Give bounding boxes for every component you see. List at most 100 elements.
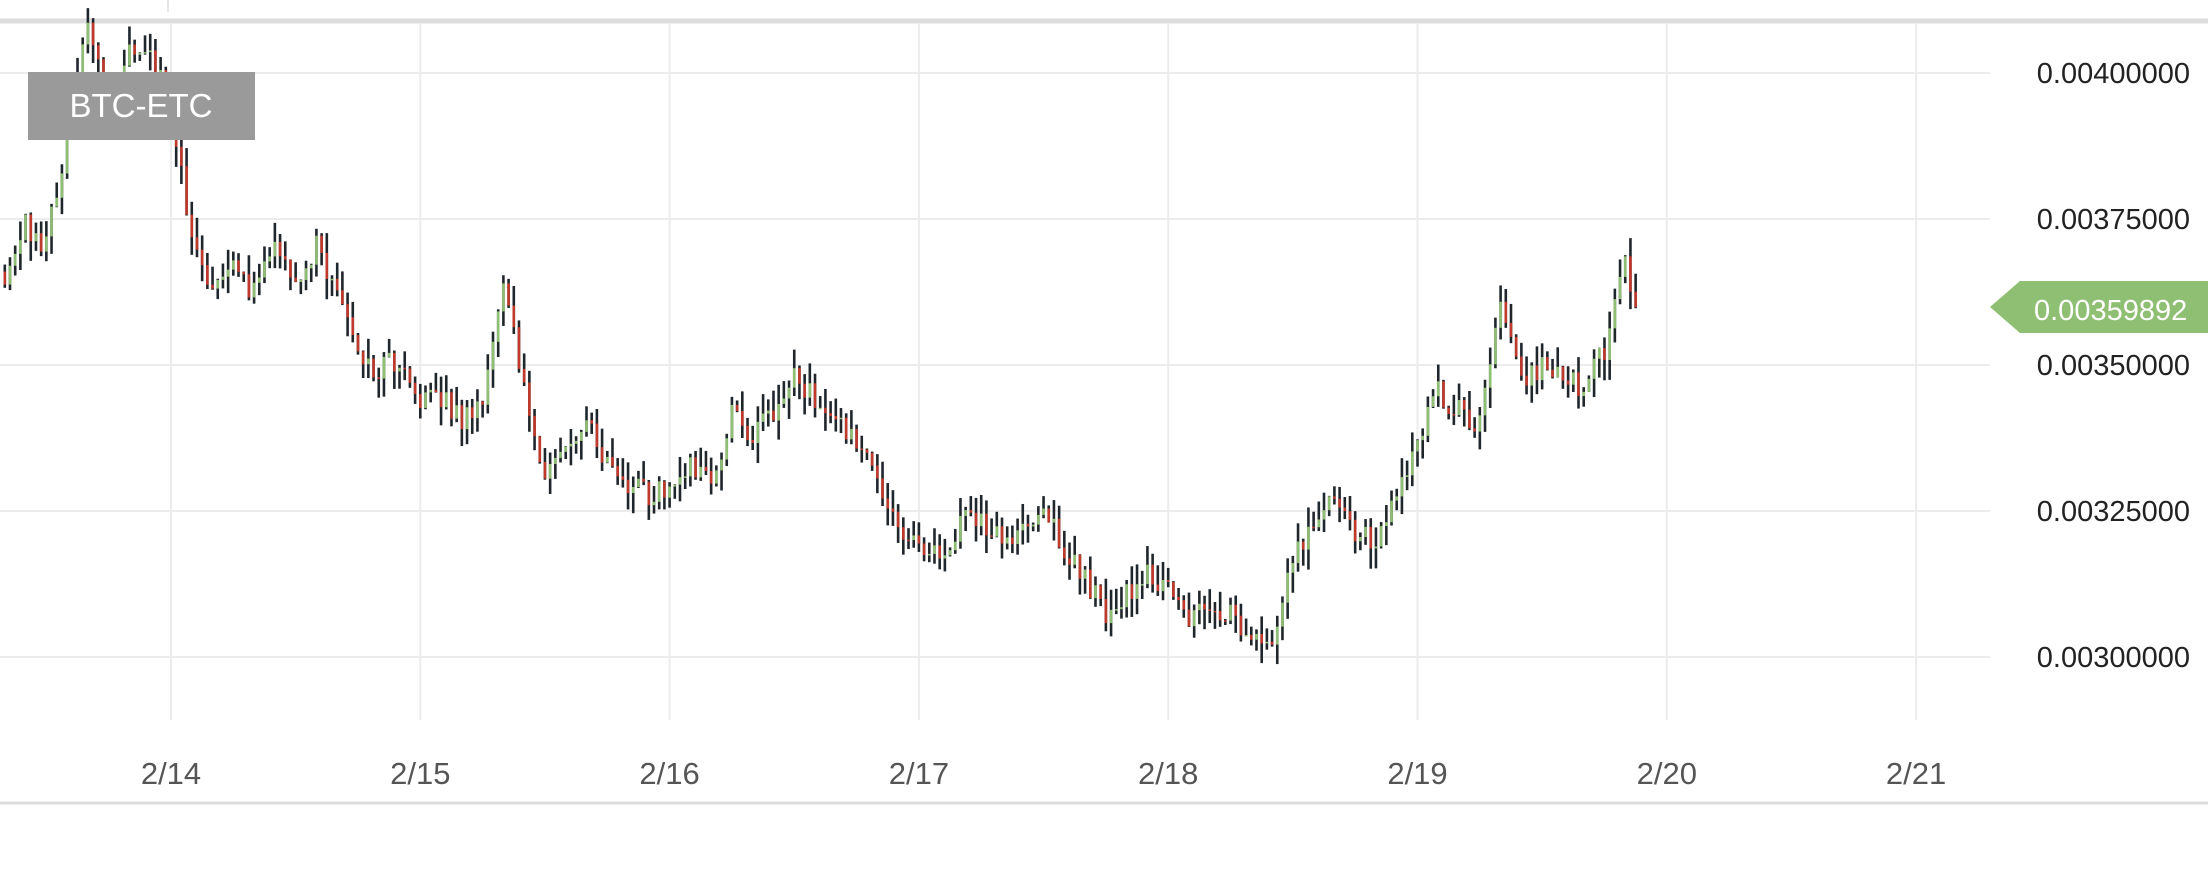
candle-body — [1000, 526, 1004, 544]
candle-body — [294, 277, 297, 282]
candle-body — [439, 392, 443, 408]
candle-body — [200, 249, 204, 266]
candle-body — [128, 44, 131, 66]
candle-body — [1468, 409, 1471, 429]
candle-body — [387, 352, 391, 357]
candle-body — [1187, 609, 1191, 627]
candle-body — [1587, 378, 1591, 392]
candle-body — [927, 553, 931, 556]
x-tick-label: 2/19 — [1387, 756, 1447, 791]
y-tick-label: 0.00375000 — [2037, 204, 2190, 236]
chart-title: BTC-ETC — [70, 87, 213, 124]
candle-body — [580, 431, 583, 441]
candle-body — [491, 341, 495, 370]
candle-body — [943, 555, 947, 559]
candle-body — [496, 311, 500, 342]
candle-body — [818, 407, 822, 410]
last-price-value: 0.00359892 — [2034, 295, 2187, 327]
last-price-tag: 0.00359892 — [1990, 281, 2208, 333]
candle-body — [304, 268, 308, 281]
candle-body — [1011, 537, 1014, 545]
candle-body — [60, 173, 64, 198]
candle-body — [29, 214, 33, 242]
candle-body — [1546, 357, 1549, 370]
candle-body — [507, 283, 510, 306]
candle-body — [470, 407, 474, 419]
candle-body — [730, 404, 734, 439]
candle-body — [1556, 366, 1560, 378]
candle-body — [273, 241, 277, 257]
candle-body — [891, 508, 895, 512]
candle-body — [678, 477, 682, 485]
candle-body — [486, 369, 490, 405]
candle-body — [642, 478, 645, 482]
candle-body — [346, 304, 349, 318]
candle-body — [138, 52, 142, 55]
candle-body — [320, 235, 323, 253]
x-tick-label: 2/17 — [889, 756, 949, 791]
candle-body — [559, 451, 562, 458]
candle-body — [917, 535, 921, 544]
candle-body — [517, 327, 521, 369]
candle-body — [1052, 518, 1056, 523]
candle-body — [605, 456, 609, 463]
x-tick-label: 2/16 — [639, 756, 699, 791]
candle-body — [1275, 626, 1279, 645]
candle-body — [341, 290, 344, 305]
candle-body — [1623, 256, 1627, 277]
candle-body — [1239, 615, 1243, 636]
candle-body — [1260, 633, 1263, 644]
candle-body — [1005, 537, 1009, 544]
candle-body — [55, 197, 59, 207]
candle-body — [1416, 440, 1419, 452]
candle-body — [850, 428, 853, 440]
candle-body — [1166, 580, 1170, 582]
candle-body — [782, 398, 786, 404]
candle-body — [263, 261, 266, 278]
candle-body — [1592, 358, 1596, 379]
candle-body — [886, 498, 890, 509]
candle-body — [1634, 291, 1637, 308]
candle-body — [1478, 415, 1482, 432]
candle-body — [398, 367, 401, 372]
candle-body — [1073, 554, 1077, 565]
candle-body — [1317, 519, 1321, 528]
candle-body — [1068, 558, 1071, 565]
candle-body — [1135, 584, 1139, 599]
candle-body — [772, 410, 775, 421]
candle-body — [1561, 366, 1565, 381]
candle-body — [1016, 530, 1019, 545]
candle-body — [289, 259, 292, 278]
candle-body — [1042, 508, 1045, 515]
candle-body — [761, 413, 765, 422]
candle-body — [1421, 435, 1424, 441]
candle-body — [1504, 301, 1508, 323]
candle-body — [1234, 604, 1238, 616]
x-tick-label: 2/18 — [1138, 756, 1198, 791]
x-tick-label: 2/15 — [390, 756, 450, 791]
candle-body — [1343, 507, 1347, 512]
candle-body — [460, 405, 464, 430]
candle-body — [1473, 428, 1476, 432]
x-tick-label: 2/20 — [1637, 756, 1697, 791]
candle-body — [232, 260, 235, 270]
candle-body — [330, 278, 334, 281]
candle-body — [694, 457, 697, 478]
candle-body — [1301, 541, 1305, 550]
candle-body — [237, 260, 240, 272]
candle-body — [424, 392, 427, 408]
candle-body — [1483, 387, 1487, 416]
candle-body — [1525, 375, 1528, 386]
candle-body — [1109, 609, 1113, 624]
candle-body — [798, 368, 801, 384]
candle-body — [870, 452, 874, 466]
candle-body — [834, 415, 838, 420]
candle-body — [652, 501, 656, 506]
y-tick-label: 0.00325000 — [2037, 496, 2190, 528]
candle-body — [715, 470, 718, 484]
candle-body — [1156, 584, 1160, 592]
candle-body — [226, 269, 230, 277]
candle-body — [45, 236, 48, 252]
candle-body — [1281, 602, 1284, 627]
